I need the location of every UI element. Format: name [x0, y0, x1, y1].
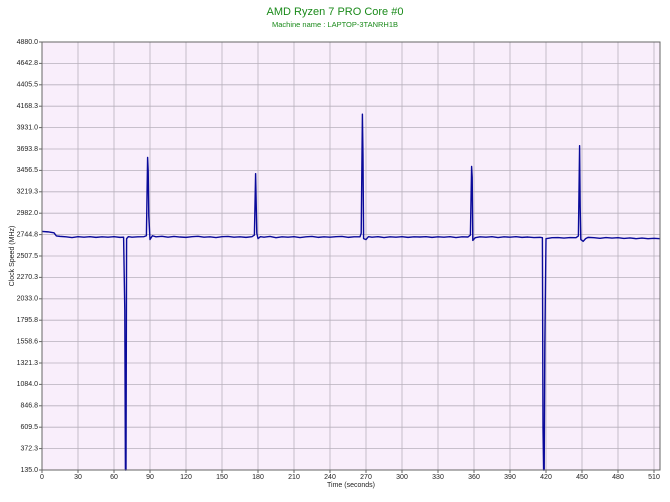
x-tick-label: 510	[648, 474, 660, 481]
x-tick-label: 420	[540, 474, 552, 481]
x-tick-label: 120	[180, 474, 192, 481]
y-tick-label: 4642.8	[17, 60, 39, 67]
x-tick-label: 180	[252, 474, 264, 481]
y-tick-label: 135.0	[20, 467, 38, 474]
plot-border	[41, 41, 661, 471]
y-tick-label: 3219.3	[17, 189, 39, 196]
x-tick-label: 480	[612, 474, 624, 481]
y-tick-label: 609.5	[20, 424, 38, 431]
y-tick-label: 4405.5	[17, 82, 39, 89]
y-tick-label: 4880.0	[17, 39, 39, 46]
y-tick-label: 372.3	[20, 445, 38, 452]
x-tick-label: 60	[110, 474, 118, 481]
y-tick-label: 2982.0	[17, 210, 39, 217]
chart-title: AMD Ryzen 7 PRO Core #0	[267, 6, 404, 18]
x-tick-label: 450	[576, 474, 588, 481]
y-axis-label: Clock Speed (MHz)	[9, 226, 16, 287]
x-tick-label: 30	[74, 474, 82, 481]
y-tick-label: 1321.3	[17, 360, 39, 367]
x-tick-label: 90	[146, 474, 154, 481]
y-tick-label: 2744.8	[17, 231, 39, 238]
x-tick-label: 270	[360, 474, 372, 481]
y-tick-label: 1084.0	[17, 381, 39, 388]
x-axis-label: Time (seconds)	[327, 482, 375, 489]
y-tick-label: 3693.8	[17, 146, 39, 153]
y-tick-label: 1558.6	[17, 338, 39, 345]
x-tick-label: 150	[216, 474, 228, 481]
y-tick-label: 2270.3	[17, 274, 39, 281]
x-tick-label: 360	[468, 474, 480, 481]
x-tick-label: 0	[40, 474, 44, 481]
y-tick-label: 4168.3	[17, 103, 39, 110]
y-tick-label: 3931.0	[17, 124, 39, 131]
chart-subtitle: Machine name : LAPTOP-3TANRH1B	[272, 20, 398, 29]
y-tick-label: 2507.5	[17, 253, 39, 260]
y-tick-label: 3456.5	[17, 167, 39, 174]
y-tick-label: 1795.8	[17, 317, 39, 324]
y-tick-label: 846.8	[20, 403, 38, 410]
data-line	[41, 113, 661, 471]
x-tick-label: 330	[432, 474, 444, 481]
x-tick-label: 390	[504, 474, 516, 481]
x-tick-label: 240	[324, 474, 336, 481]
x-tick-label: 210	[288, 474, 300, 481]
x-tick-label: 300	[396, 474, 408, 481]
y-tick-label: 2033.0	[17, 296, 39, 303]
